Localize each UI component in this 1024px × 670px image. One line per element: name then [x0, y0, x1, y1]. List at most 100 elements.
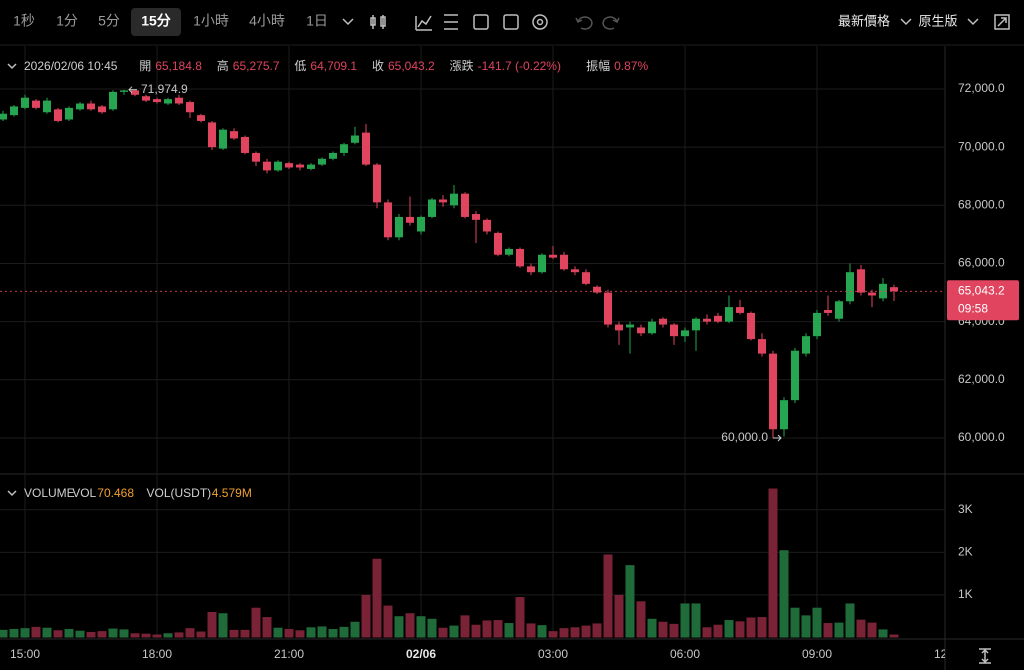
countdown-label: 09:58 — [958, 301, 988, 315]
candle-body — [362, 132, 370, 165]
x-tick-label: 15:00 — [10, 647, 40, 661]
candle-body — [615, 324, 623, 331]
interval-button[interactable]: 5分 — [98, 13, 120, 29]
candle-body — [670, 324, 678, 337]
candle-body — [340, 144, 348, 153]
view-mode[interactable]: 原生版 — [918, 13, 957, 28]
interval-button[interactable]: 1日 — [306, 13, 328, 29]
volume-bar — [515, 597, 525, 638]
candle-body — [472, 214, 480, 220]
candle-body — [813, 312, 821, 337]
volume-bar — [658, 621, 668, 638]
volume-bar — [119, 629, 129, 638]
candle-body — [527, 266, 535, 273]
axis-scale-icon[interactable] — [979, 648, 991, 664]
volume-bar — [328, 628, 338, 638]
header-value: -141.7 (-0.22%) — [478, 59, 561, 73]
last-price-label: 65,043.2 — [958, 283, 1005, 297]
candle-body — [439, 199, 447, 203]
plot-area: 15:00 18:00 21:00 02/06 03:00 06:00 09:00 12:00… — [0, 46, 945, 661]
volume-bar — [581, 625, 591, 638]
interval-button[interactable]: 15分 — [141, 13, 171, 29]
header-label: 漲跌 — [450, 58, 474, 73]
volume-label: VOL — [72, 486, 96, 500]
chevron[interactable] — [967, 18, 979, 26]
candle-body — [208, 122, 216, 148]
draw-icon[interactable] — [473, 14, 489, 30]
fullscreen-icon[interactable] — [994, 14, 1010, 30]
last-price-tag — [947, 280, 1019, 321]
candle-body — [384, 202, 392, 238]
volume-bar — [9, 628, 19, 638]
candle-body — [824, 310, 832, 313]
header-datetime: 2026/02/06 10:45 — [24, 59, 118, 73]
candle-body — [318, 158, 326, 165]
volume-bar — [174, 632, 184, 638]
volume-bar — [207, 611, 217, 638]
template-icon[interactable] — [503, 14, 519, 30]
volume-value: 4.579M — [212, 486, 252, 500]
candle-body — [505, 248, 513, 255]
chevron[interactable] — [342, 18, 354, 26]
volume-bar — [405, 613, 415, 638]
indicator-icon[interactable] — [415, 15, 432, 31]
interval-button[interactable]: 4小時 — [249, 13, 285, 29]
chevron[interactable] — [900, 18, 912, 26]
list-icon[interactable] — [444, 14, 458, 30]
candle-body — [252, 152, 260, 162]
volume-bar — [361, 594, 371, 638]
candle-body — [802, 336, 810, 354]
interval-button[interactable]: 1分 — [56, 13, 78, 29]
candle-body — [186, 102, 194, 113]
candle-icon[interactable] — [370, 15, 386, 29]
volume-bar — [702, 627, 712, 638]
volume-bar — [845, 603, 855, 638]
volume-bar — [394, 616, 404, 638]
candle-body — [296, 164, 304, 168]
candle-body — [0, 113, 7, 120]
x-tick-label: 03:00 — [538, 647, 568, 661]
undo-icon[interactable] — [575, 16, 593, 30]
y2-tick-label: 2K — [958, 545, 973, 559]
price-type[interactable]: 最新價格 — [838, 13, 890, 28]
volume-bar — [449, 625, 459, 638]
candle-body — [626, 324, 634, 328]
volume-bar — [295, 630, 305, 638]
volume-bar — [867, 622, 877, 638]
volume-bar — [812, 607, 822, 638]
volume-bar — [0, 629, 8, 638]
candle-body — [747, 312, 755, 340]
volume-bar — [614, 594, 624, 638]
collapse-chevron[interactable] — [7, 490, 17, 497]
volume-bar — [152, 634, 162, 638]
volume-bar — [636, 601, 646, 638]
header-value: 65,043.2 — [388, 59, 435, 73]
candle-body — [857, 269, 865, 293]
candle-body — [98, 106, 106, 113]
settings-icon[interactable] — [532, 14, 548, 30]
candle-body — [692, 318, 700, 331]
selected-interval-bg — [131, 8, 181, 36]
volume-bar — [856, 619, 866, 638]
volume-bar — [86, 631, 96, 638]
collapse-chevron[interactable] — [7, 63, 17, 70]
volume-bar — [438, 627, 448, 638]
y2-tick-label: 3K — [958, 502, 973, 516]
candle-body — [494, 232, 502, 255]
volume-bar — [823, 623, 833, 638]
candle-body — [890, 287, 898, 292]
interval-button[interactable]: 1小時 — [193, 13, 229, 29]
candle-body — [241, 136, 249, 153]
volume-bar — [537, 625, 547, 638]
candle-body — [835, 301, 843, 319]
interval-button[interactable]: 1秒 — [13, 13, 35, 29]
volume-bar — [229, 629, 239, 638]
high-label: 71,974.9 — [141, 82, 188, 96]
volume-bar — [64, 628, 74, 638]
volume-bar — [790, 607, 800, 638]
volume-bar — [350, 621, 360, 638]
volume-bar — [713, 624, 723, 638]
redo-icon[interactable] — [602, 16, 620, 30]
volume-bar — [20, 628, 30, 638]
